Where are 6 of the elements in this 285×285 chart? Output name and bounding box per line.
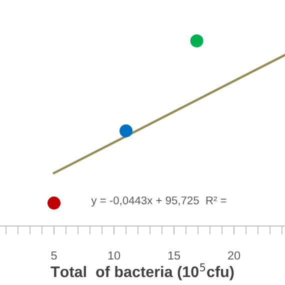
x-tick-label: 10 [108,251,120,260]
x-tick-label: 15 [168,251,180,260]
annotation: y = -0,0443x + 95,725 R² = [91,196,226,207]
x-axis-title: Total of bacteria (10$^{5}$cfu) [50,263,234,280]
x-tick-label: 5 [51,251,57,260]
x-tick-label: 20 [228,251,240,260]
